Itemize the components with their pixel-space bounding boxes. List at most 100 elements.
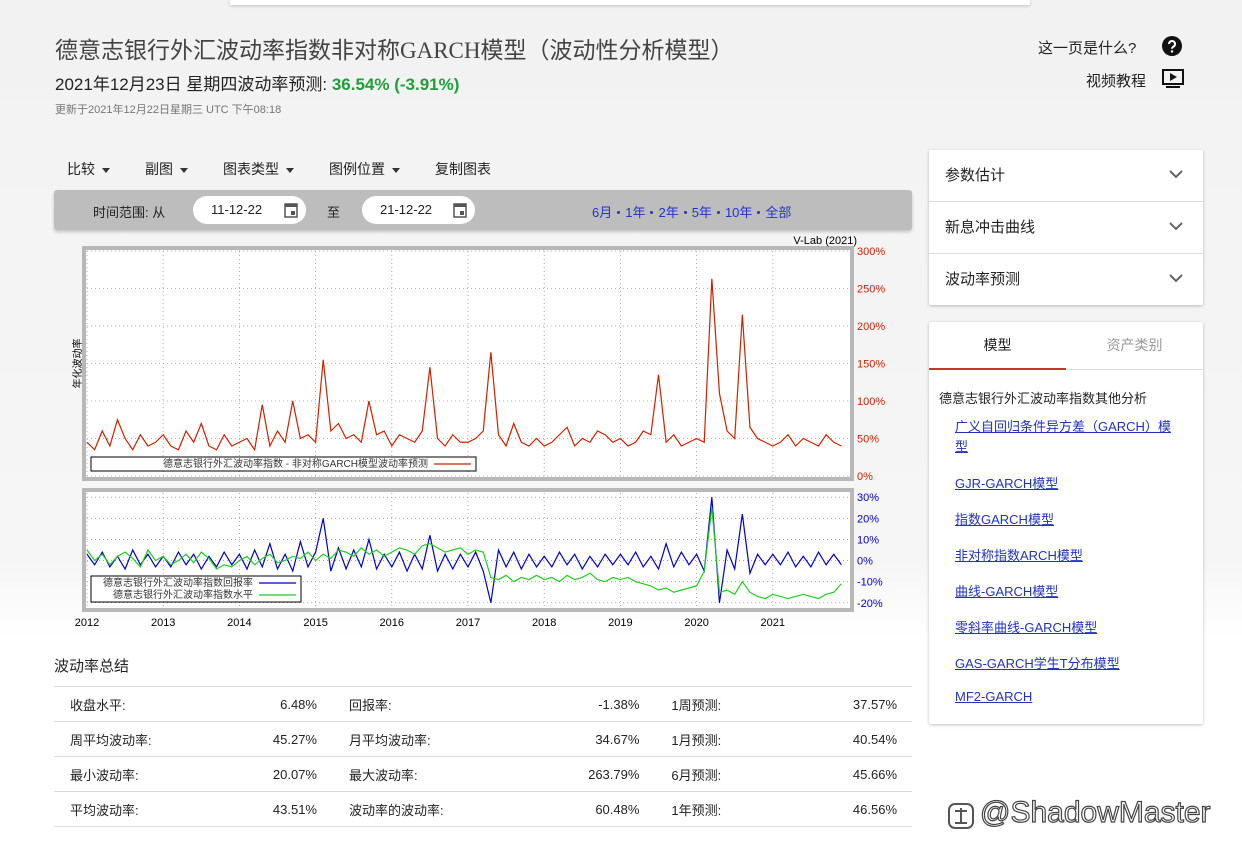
range-preset[interactable]: 10年	[724, 205, 753, 220]
date-to: 21-12-22	[380, 202, 433, 217]
summary-value: 263.79%	[528, 756, 640, 792]
range-preset[interactable]: 2年	[658, 205, 679, 220]
range-to-label: 至	[327, 205, 341, 220]
x-tick-label: 2014	[227, 617, 251, 629]
y-tick-label: 300%	[857, 246, 885, 258]
toolbar-item[interactable]: 图例位置	[329, 159, 400, 179]
video-icon[interactable]	[1162, 69, 1184, 88]
x-tick-label: 2018	[532, 617, 556, 629]
analysis-card: 模型 资产类别 德意志银行外汇波动率指数其他分析	[929, 322, 1203, 724]
date-from: 11-12-22	[211, 202, 263, 217]
forecast-label: 2021年12月23日 星期四波动率预测:	[55, 75, 328, 94]
summary-label: 1年预测:	[639, 791, 795, 827]
x-tick-label: 2013	[151, 617, 175, 629]
help-icon[interactable]	[1162, 36, 1182, 56]
summary-row: 周平均波动率: 45.27% 月平均波动率: 34.67% 1月预测: 40.54%	[54, 721, 912, 757]
tutorial-link[interactable]: 视频教程	[1086, 73, 1147, 90]
accordion-item[interactable]: 参数估计	[929, 150, 1203, 202]
accordion-item[interactable]: 新息冲击曲线	[929, 202, 1203, 254]
y-tick-label: 50%	[857, 434, 879, 446]
summary-title: 波动率总结	[54, 658, 130, 675]
x-tick-label: 2016	[380, 617, 404, 629]
y-tick-label: 150%	[857, 359, 885, 371]
y-tick-label: 0%	[857, 471, 873, 483]
top-bar	[230, 0, 1030, 5]
summary-value: 60.48%	[528, 791, 640, 827]
toolbar-label: 复制图表	[435, 161, 491, 177]
legend-box	[90, 456, 477, 472]
analysis-heading: 德意志银行外汇波动率指数其他分析	[939, 391, 1148, 406]
y-axis-label: 年化波动率	[71, 339, 84, 389]
legend-label: 德意志银行外汇波动率指数水平	[113, 588, 253, 601]
model-link[interactable]: GAS-GARCH学生T分布模型	[955, 656, 1120, 671]
accordion: 参数估计 新息冲击曲线 波动率预测	[929, 150, 1203, 305]
summary-label: 月平均波动率:	[316, 721, 529, 757]
x-tick-label: 2015	[303, 617, 327, 629]
page-title: 德意志银行外汇波动率指数非对称GARCH模型（波动性分析模型）	[55, 38, 734, 63]
date-input[interactable]: 11-12-22	[193, 196, 306, 224]
calendar-icon[interactable]	[453, 202, 467, 218]
toolbar-label: 比较	[67, 161, 95, 177]
accordion-label: 波动率预测	[945, 271, 1021, 288]
summary-value: 46.56%	[794, 791, 912, 827]
model-link[interactable]: 曲线-GARCH模型	[955, 584, 1059, 599]
range-presets: 6月 1年 2年 5年 10年 全部	[592, 202, 791, 222]
summary-label: 6月预测:	[639, 756, 795, 792]
model-link[interactable]: 广义自回归条件异方差（GARCH）模型	[955, 419, 1171, 454]
accordion-label: 新息冲击曲线	[945, 219, 1036, 236]
x-tick-label: 2017	[456, 617, 480, 629]
model-link[interactable]: 非对称指数ARCH模型	[955, 548, 1083, 563]
tab-active[interactable]: 模型	[929, 322, 1066, 370]
summary-value: 37.57%	[794, 686, 912, 722]
summary-value: 40.54%	[794, 721, 912, 757]
model-link[interactable]: MF2-GARCH	[955, 689, 1033, 704]
y-tick-label: 250%	[857, 284, 885, 296]
range-preset[interactable]: 5年	[691, 205, 712, 220]
summary-label: 收盘水平:	[54, 686, 207, 722]
watermark-logo	[948, 803, 974, 829]
toolbar-item[interactable]: 复制图表	[435, 159, 491, 179]
y-tick-label: -20%	[857, 598, 883, 610]
range-preset[interactable]: 全部	[765, 205, 792, 220]
summary-label: 最小波动率:	[54, 756, 207, 792]
summary-value: -1.38%	[528, 686, 640, 722]
y-tick-label: -10%	[857, 577, 883, 589]
legend-label: 德意志银行外汇波动率指数 - 非对称GARCH模型波动率预测	[163, 457, 428, 470]
help-link[interactable]: 这一页是什么?	[1038, 40, 1137, 57]
model-link[interactable]: GJR-GARCH模型	[955, 476, 1059, 491]
range-bar: 时间范围: 从 11-12-22 至 21-12-22 6月 1年 2年 5年 10年全…	[54, 190, 912, 230]
toolbar-item[interactable]: 副图	[145, 159, 188, 179]
y-tick-label: 100%	[857, 396, 885, 408]
calendar-icon[interactable]	[284, 202, 298, 218]
summary-value: 45.27%	[206, 721, 317, 757]
summary-value: 6.48%	[206, 686, 317, 722]
range-preset[interactable]: 1年	[625, 205, 646, 220]
chart-credit: V-Lab (2021)	[793, 235, 857, 247]
summary-label: 1周预测:	[639, 686, 795, 722]
accordion-label: 参数估计	[945, 167, 1006, 184]
series-line	[86, 507, 842, 600]
summary-label: 最大波动率:	[316, 756, 529, 792]
tab[interactable]: 资产类别	[1066, 322, 1203, 370]
toolbar-item[interactable]: 比较	[67, 159, 110, 179]
model-link[interactable]: 零斜率曲线-GARCH模型	[955, 620, 1098, 635]
range-preset[interactable]: 6月	[592, 205, 613, 220]
date-input[interactable]: 21-12-22	[362, 196, 475, 224]
summary-label: 回报率:	[316, 686, 529, 722]
x-tick-label: 2020	[684, 617, 708, 629]
y-tick-label: 10%	[857, 534, 879, 546]
watermark: @ShadowMaster	[979, 795, 1211, 829]
summary-row: 最小波动率: 20.07% 最大波动率: 263.79% 6月预测: 45.66%	[54, 756, 912, 792]
model-link[interactable]: 指数GARCH模型	[955, 512, 1054, 527]
toolbar-label: 图例位置	[329, 161, 385, 177]
legend-box	[90, 575, 302, 603]
y-tick-label: 200%	[857, 321, 885, 333]
summary-label: 周平均波动率:	[54, 721, 207, 757]
accordion-item[interactable]: 波动率预测	[929, 254, 1203, 305]
toolbar-label: 图表类型	[223, 161, 279, 177]
separator	[683, 211, 687, 215]
summary-value: 43.51%	[206, 791, 317, 827]
toolbar-item[interactable]: 图表类型	[223, 159, 294, 179]
summary-value: 45.66%	[794, 756, 912, 792]
